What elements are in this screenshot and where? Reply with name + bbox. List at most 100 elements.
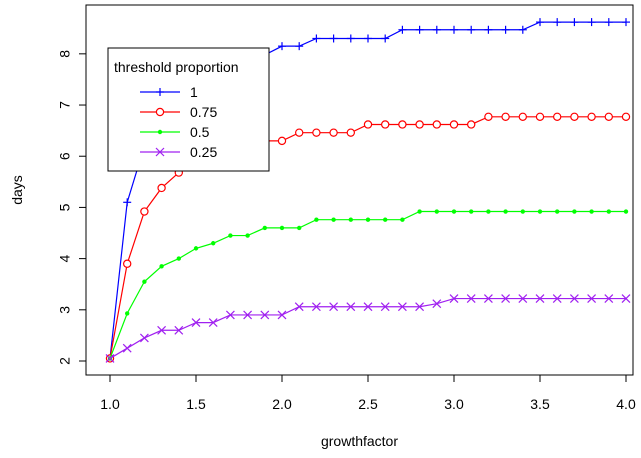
data-point [243,310,253,320]
data-point [398,25,407,34]
data-point [124,311,130,316]
data-point [159,264,164,269]
data-point [503,209,508,214]
legend-marker [155,147,165,157]
data-point [622,18,630,27]
x-tick-label: 3.5 [530,396,550,412]
data-point [346,302,356,312]
data-point [262,225,267,231]
data-point [553,18,562,27]
data-point [331,217,336,222]
x-tick-label: 3.0 [444,396,464,412]
data-point [484,25,493,34]
data-point [589,209,594,214]
data-point [363,302,373,312]
data-point [537,209,543,214]
x-tick-label: 1.0 [100,396,120,412]
y-tick-label: 6 [57,152,73,160]
data-point [122,259,132,268]
legend-item: 0.25 [140,144,217,160]
legend-marker [156,88,164,96]
legend-marker [155,107,165,117]
x-tick-label: 1.5 [186,396,206,412]
data-point [312,34,321,43]
data-point [210,241,216,246]
plot-frame [85,4,634,376]
data-point [535,112,545,122]
data-point [105,354,115,363]
series-3 [105,294,631,363]
y-tick-label: 2 [57,357,73,365]
data-point [311,302,321,312]
data-point [297,225,302,231]
series-2 [107,209,629,361]
data-point [467,25,476,34]
data-point [381,120,390,129]
data-point [278,42,286,51]
data-point [450,25,458,34]
data-point [228,233,233,238]
x-axis: 1.0 1.5 2.0 2.5 3.0 3.5 4.0 [100,375,636,412]
data-point [553,112,562,122]
data-point [176,256,181,261]
data-point [260,310,270,320]
x-tick-label: 2.5 [358,396,378,412]
data-point [139,333,149,343]
series-layer [105,18,631,363]
y-tick-label: 7 [57,101,73,109]
data-point [174,325,184,335]
legend-items: 1 0.75 0.5 0.25 [140,84,217,160]
legend-item: 0.5 [140,124,210,140]
data-point [381,34,390,43]
data-point [312,128,321,137]
data-point [623,209,629,214]
data-point [501,112,510,122]
data-point [157,325,167,335]
data-point [570,112,579,122]
data-point [467,120,476,129]
data-point [449,294,459,303]
data-point [383,217,388,222]
legend-item: 0.75 [140,104,217,120]
data-point [346,128,355,137]
data-point [398,120,407,129]
data-point [329,34,338,43]
y-tick-label: 3 [57,306,73,314]
data-point [348,217,353,222]
data-point [123,198,132,207]
data-point [380,302,390,312]
data-point [604,18,613,27]
data-point [314,217,319,222]
data-point [346,34,355,43]
data-point [501,25,510,34]
data-point [295,42,304,51]
data-point [518,294,528,303]
data-point [277,310,287,320]
y-tick-label: 5 [57,203,73,211]
data-point [365,217,371,222]
data-point [484,112,493,122]
data-point [295,128,304,137]
data-point [587,18,596,27]
data-point [400,217,405,222]
legend: threshold proportion 1 0.75 0.5 0.25 [107,47,270,172]
data-point [604,294,614,303]
data-point [535,294,545,303]
x-axis-title: growthfactor [321,433,398,449]
data-point [225,310,235,320]
data-point [518,112,528,122]
data-point [397,302,407,312]
data-point [501,294,511,303]
data-point [469,209,474,214]
data-point [415,25,424,34]
data-point [606,209,611,214]
data-point [434,209,439,214]
y-axis-title: days [9,175,25,205]
x-tick-label: 4.0 [616,396,636,412]
legend-label: 1 [190,84,198,100]
data-point [208,318,218,328]
data-point [245,233,250,238]
data-point [536,18,544,27]
